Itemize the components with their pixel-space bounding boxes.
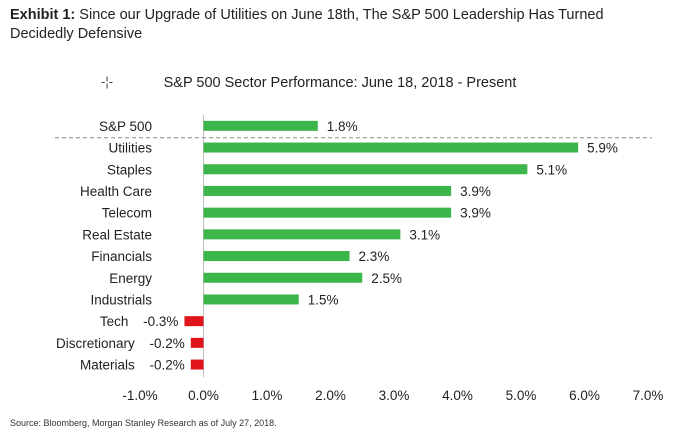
chart-title: S&P 500 Sector Performance: June 18, 201… [163, 75, 517, 91]
bar-health-care [203, 185, 452, 196]
data-label: -0.2% [150, 358, 185, 373]
move-icon[interactable]: -¦- [101, 74, 114, 89]
data-label: 3.9% [460, 184, 491, 199]
exhibit-title: Exhibit 1: Since our Upgrade of Utilitie… [10, 6, 670, 44]
category-label: Financials [91, 249, 152, 264]
category-label: Utilities [108, 141, 152, 156]
bar-s-p-500 [203, 120, 318, 131]
category-label: Health Care [80, 184, 152, 199]
data-label: 3.9% [460, 206, 491, 221]
data-label: 3.1% [409, 227, 440, 242]
x-tick-label: -1.0% [122, 388, 157, 403]
bar-telecom [203, 207, 452, 218]
exhibit-title-text: Since our Upgrade of Utilities on June 1… [10, 7, 604, 42]
category-label: S&P 500 [99, 119, 152, 134]
category-label: Real Estate [82, 227, 152, 242]
bar-real-estate [203, 229, 401, 240]
bar-staples [203, 164, 528, 175]
x-tick-label: 6.0% [569, 388, 600, 403]
bar-financials [203, 251, 350, 262]
data-label: -0.3% [143, 314, 178, 329]
category-label: Energy [109, 271, 152, 286]
category-label: Discretionary [56, 336, 135, 351]
bar-materials [190, 359, 204, 370]
category-label: Telecom [102, 206, 152, 221]
x-tick-label: 0.0% [188, 388, 219, 403]
data-label: 5.9% [587, 141, 618, 156]
x-tick-label: 3.0% [379, 388, 410, 403]
bar-utilities [203, 142, 579, 153]
data-label: -0.2% [150, 336, 185, 351]
category-label: Industrials [90, 292, 152, 307]
category-label: Materials [80, 358, 135, 373]
x-tick-label: 2.0% [315, 388, 346, 403]
x-tick-label: 4.0% [442, 388, 473, 403]
data-label: 2.5% [371, 271, 402, 286]
x-tick-label: 1.0% [252, 388, 283, 403]
bar-tech [184, 316, 204, 327]
data-label: 1.8% [327, 119, 358, 134]
x-tick-label: 7.0% [633, 388, 664, 403]
exhibit-label: Exhibit 1: [10, 7, 76, 23]
source-note: Source: Bloomberg, Morgan Stanley Resear… [10, 418, 277, 428]
bar-discretionary [190, 337, 204, 348]
category-label: Tech [100, 314, 129, 329]
data-label: 1.5% [308, 292, 339, 307]
category-label: Staples [107, 162, 152, 177]
data-label: 5.1% [536, 162, 567, 177]
bar-industrials [203, 294, 299, 305]
bar-energy [203, 272, 363, 283]
data-label: 2.3% [359, 249, 390, 264]
x-tick-label: 5.0% [506, 388, 537, 403]
